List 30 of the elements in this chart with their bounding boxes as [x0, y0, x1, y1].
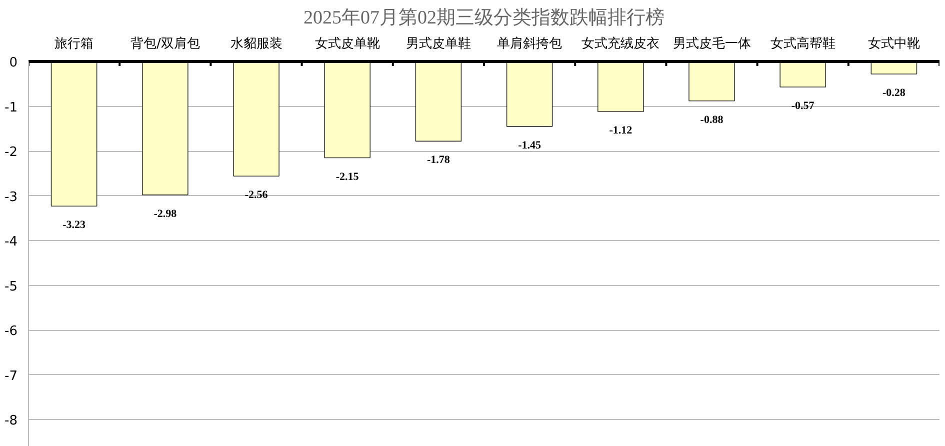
x-tick-label: 男式皮毛一体 — [672, 36, 751, 52]
data-label: -0.88 — [700, 114, 724, 126]
x-tick-label: 水貂服装 — [230, 36, 282, 52]
y-tick-label: -4 — [4, 234, 18, 250]
data-label: -1.12 — [609, 124, 633, 137]
y-tick-label: -2 — [4, 145, 18, 160]
data-label: -0.57 — [791, 100, 815, 112]
x-tick-label: 单肩斜挎包 — [497, 36, 562, 52]
y-tick-label: -8 — [4, 414, 18, 429]
chart-title: 2025年07月第02期三级分类指数跌幅排行榜 — [304, 8, 664, 28]
y-tick-label: -7 — [4, 368, 18, 384]
data-label: -0.28 — [882, 87, 906, 100]
data-label: -1.78 — [426, 154, 450, 166]
x-tick-label: 男式皮单鞋 — [406, 36, 471, 52]
x-tick-label: 女式充绒皮衣 — [582, 36, 660, 52]
x-tick-label: 女式高帮鞋 — [770, 36, 836, 52]
x-tick-label: 女式皮单靴 — [314, 36, 380, 52]
data-label: -1.45 — [518, 139, 542, 152]
y-tick-label: -3 — [4, 190, 18, 205]
data-label: -2.56 — [244, 189, 268, 202]
x-tick-label: 旅行箱 — [54, 36, 94, 52]
data-label: -2.98 — [154, 208, 178, 220]
y-tick-label: -1 — [4, 100, 18, 116]
y-tick-label: -5 — [4, 279, 18, 294]
x-tick-label: 背包/双肩包 — [130, 36, 200, 52]
data-label: -3.23 — [62, 219, 86, 232]
y-tick-label: -6 — [4, 324, 18, 340]
data-label: -2.15 — [336, 170, 360, 183]
x-tick-label: 女式中靴 — [868, 36, 920, 52]
y-tick-label: 0 — [9, 56, 18, 70]
